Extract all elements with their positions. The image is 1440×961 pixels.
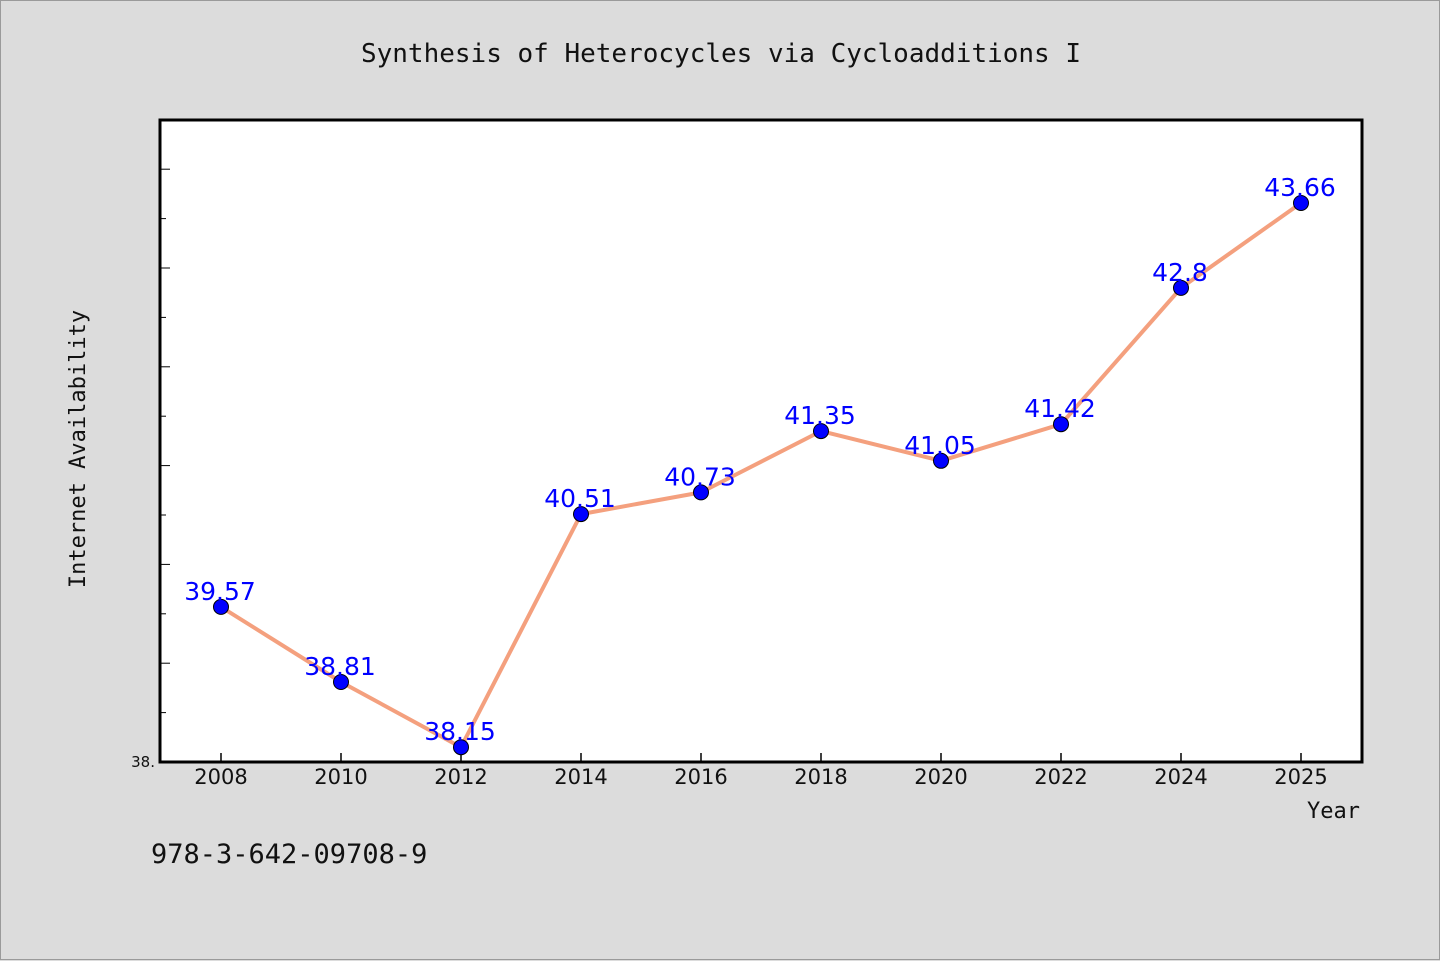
data-label: 40.51 — [544, 484, 616, 513]
plot-area — [158, 118, 1364, 764]
x-tick-label: 2022 — [1034, 765, 1087, 789]
data-label: 43.66 — [1264, 173, 1336, 202]
data-label: 42.8 — [1152, 258, 1208, 287]
series-line — [219, 201, 1303, 750]
y-axis-label: Internet Availability — [66, 310, 91, 588]
x-tick-label: 2008 — [194, 765, 247, 789]
x-axis-label: Year — [1307, 799, 1360, 824]
isbn-footer: 978-3-642-09708-9 — [151, 839, 427, 870]
data-point — [813, 423, 829, 440]
x-tick-label: 2024 — [1154, 765, 1207, 789]
x-axis-ticks: 2008 2010 2012 2014 2016 2018 2020 2022 2024 2025 — [194, 753, 1328, 789]
data-label: 41.05 — [904, 431, 976, 460]
data-point — [333, 674, 349, 690]
chart-title: Synthesis of Heterocycles via Cycloaddit… — [361, 39, 1081, 69]
data-point — [1293, 195, 1309, 211]
data-point — [573, 506, 589, 523]
series-layer: 39.57 38.81 38.15 40.51 40.73 41.35 41.05 41.42… — [184, 173, 1336, 756]
y-tick-label: 38. — [131, 753, 155, 771]
x-tick-label: 2014 — [554, 765, 607, 789]
data-point — [1173, 279, 1189, 296]
data-point — [213, 598, 229, 615]
x-tick-label: 2016 — [674, 765, 727, 789]
data-label: 38.81 — [304, 652, 376, 681]
x-tick-label: 2012 — [434, 765, 487, 789]
data-label: 41.42 — [1024, 394, 1096, 423]
x-tick-label: 2018 — [794, 765, 847, 789]
data-label: 41.35 — [784, 401, 856, 430]
data-label: 40.73 — [664, 462, 736, 491]
data-point — [453, 739, 469, 756]
x-tick-label: 2020 — [914, 765, 967, 789]
data-label: 38.15 — [424, 717, 496, 746]
data-point — [693, 484, 709, 501]
y-axis-ticks — [160, 168, 170, 763]
data-point — [933, 452, 949, 469]
x-tick-label: 2010 — [314, 765, 367, 789]
data-point — [1053, 416, 1069, 433]
data-label: 39.57 — [184, 577, 256, 606]
x-tick-label: 2025 — [1274, 765, 1327, 789]
